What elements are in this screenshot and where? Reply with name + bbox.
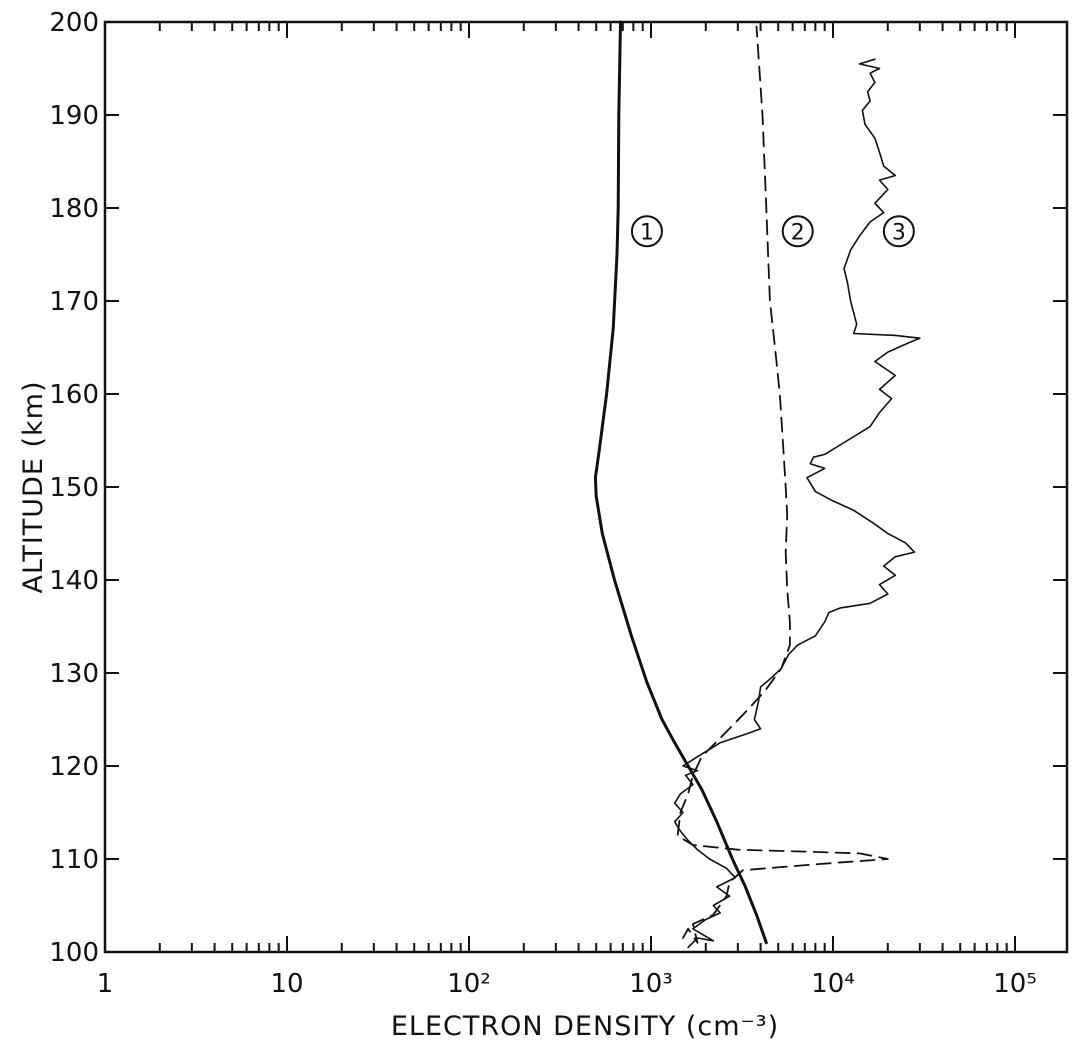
tick-marks (105, 22, 1067, 952)
y-axis-title: ALTITUDE (km) (18, 381, 49, 594)
y-tick-label: 180 (49, 194, 99, 224)
series-1-line (595, 22, 766, 943)
y-tick-label: 120 (49, 752, 99, 782)
series-group (595, 22, 919, 947)
y-tick-label: 190 (49, 101, 99, 131)
y-tick-label: 200 (49, 8, 99, 38)
y-tick-labels: 100 110 120 130 140 150 160 170 180 190 200 (49, 8, 99, 968)
x-axis-title: ELECTRON DENSITY (cm⁻³) (391, 1011, 779, 1042)
x-tick-label: 10⁵ (993, 969, 1037, 999)
x-tick-label: 10² (447, 969, 491, 999)
series-3-line (675, 59, 920, 947)
curve-label-text: 3 (892, 220, 906, 245)
curve-label-text: 1 (640, 220, 654, 245)
y-tick-label: 100 (49, 938, 99, 968)
x-tick-label: 1 (97, 969, 114, 999)
curve-label-text: 2 (791, 220, 805, 245)
x-tick-labels: 1 10 10² 10³ 10⁴ 10⁵ (97, 969, 1037, 999)
y-tick-label: 170 (49, 287, 99, 317)
x-tick-label: 10³ (629, 969, 673, 999)
y-tick-label: 110 (49, 845, 99, 875)
plot-frame (105, 22, 1067, 952)
x-tick-label: 10⁴ (811, 969, 855, 999)
x-tick-label: 10 (270, 969, 303, 999)
y-tick-label: 160 (49, 380, 99, 410)
y-tick-label: 150 (49, 473, 99, 503)
y-tick-label: 140 (49, 566, 99, 596)
y-tick-label: 130 (49, 659, 99, 689)
